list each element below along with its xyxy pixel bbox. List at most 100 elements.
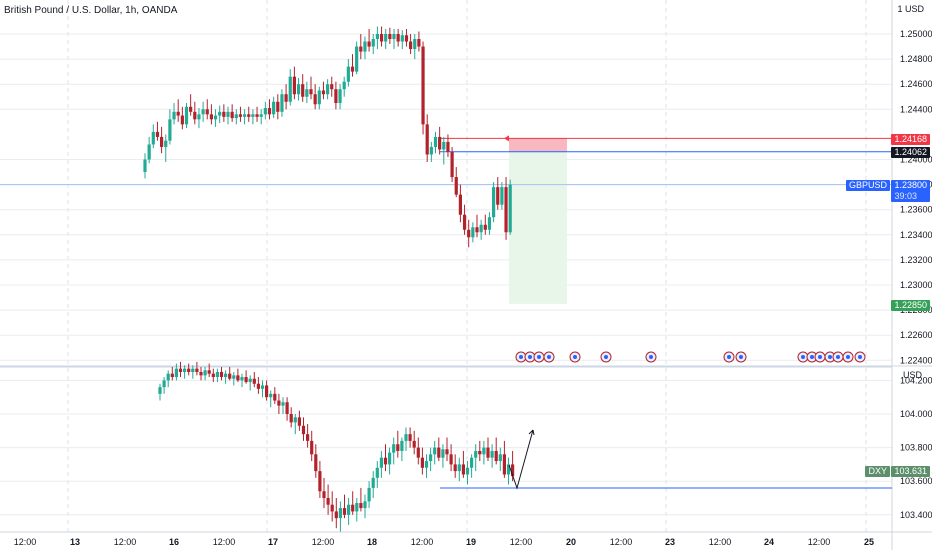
dxy-candle-34 [297,417,301,426]
gbp-candle-8 [176,111,180,116]
dxy-candle-54 [379,457,383,468]
dxy-candle-53 [375,467,379,478]
currency-tag[interactable]: 1 USD [897,4,924,14]
dxy-candle-0 [158,387,162,394]
gbp-candle-76 [458,194,462,215]
dxy-y-tick-3: 103.600 [900,476,932,486]
gbp-candle-52 [359,46,363,52]
gbp-candle-42 [317,90,321,105]
x-tick-17: 25 [864,537,874,547]
gbp-candle-88 [508,184,512,233]
gbp-candle-85 [496,187,500,205]
dxy-candle-85 [506,464,511,475]
dxy-candle-49 [359,503,363,509]
gbp-candle-49 [346,66,350,82]
gbp-candle-30 [267,108,272,115]
dxy-candle-23 [252,378,256,384]
economic-event-dot-4 [573,355,577,359]
gbp-candle-10 [184,106,189,125]
gbp-y-tick-2: 1.24600 [900,79,932,89]
dxy-candle-38 [314,454,318,472]
current-price-tag: 1.23800 39:03 [891,180,930,202]
x-tick-2: 12:00 [114,537,137,547]
dxy-candle-83 [498,454,502,462]
gbp-candle-72 [442,141,446,150]
gbp-candle-35 [288,76,292,102]
gbp-candle-20 [226,111,230,117]
dxy-candle-70 [445,449,449,455]
gbp-candle-54 [367,41,371,47]
dxy-candle-22 [248,378,252,383]
gbp-candle-16 [209,114,213,120]
gbp-candle-23 [238,114,243,117]
dxy-candle-66 [429,454,433,462]
gbp-candle-1 [147,144,151,160]
gbp-candle-73 [446,141,450,152]
x-tick-12: 12:00 [610,537,633,547]
dxy-candle-39 [318,471,322,492]
dxy-candle-77 [474,450,478,458]
gbp-candle-70 [433,136,438,147]
gbp-candle-66 [417,39,421,47]
dxy-candle-57 [392,444,396,453]
dxy-candle-8 [191,368,195,372]
gbp-y-tick-3: 1.24400 [900,104,932,114]
x-tick-5: 17 [268,537,278,547]
gbp-candle-86 [500,187,504,205]
dxy-candle-16 [224,373,228,378]
dxy-candle-36 [306,434,310,441]
gbp-candle-21 [230,111,234,119]
gbp-candle-0 [143,159,147,173]
projection-arrowhead [528,429,535,436]
economic-event-dot-13 [836,355,840,359]
gbp-candle-51 [355,46,359,72]
gbp-y-tick-8: 1.23200 [900,255,932,265]
gbp-candle-36 [292,76,296,95]
gbp-candle-37 [296,84,301,95]
gbp-candle-7 [172,111,176,120]
dxy-candle-76 [470,457,474,468]
economic-event-dot-15 [858,355,862,359]
x-tick-6: 12:00 [312,537,335,547]
dxy-candle-41 [326,498,330,505]
x-tick-3: 16 [169,537,179,547]
dxy-candle-75 [465,467,470,475]
dxy-candle-42 [330,504,334,512]
economic-event-dot-7 [727,355,731,359]
gbp-candle-27 [255,114,259,117]
dxy-candle-4 [174,368,178,378]
gbp-candle-78 [467,229,471,238]
dxy-candle-65 [424,461,429,468]
dxy-candle-10 [199,372,203,376]
dxy-candle-56 [388,452,392,465]
gbp-candle-84 [492,187,496,218]
gbp-candle-32 [276,101,280,112]
dxy-candle-72 [453,464,457,472]
x-tick-7: 18 [367,537,377,547]
dxy-price-tag: 103.631 [891,466,930,477]
economic-event-dot-9 [801,355,805,359]
dxy-candle-40 [322,491,326,498]
dxy-candle-15 [219,372,224,378]
gbp-candle-14 [201,109,205,115]
gbp-candle-68 [425,124,429,155]
x-tick-9: 19 [466,537,476,547]
dxy-candle-69 [441,449,445,458]
economic-event-dot-5 [604,355,608,359]
gbp-candle-83 [487,217,492,230]
x-tick-1: 13 [70,537,80,547]
dxy-candle-59 [400,440,404,451]
dxy-candle-82 [494,450,498,462]
dxy-candle-2 [166,373,170,381]
gbp-candle-29 [263,108,267,115]
dxy-candle-62 [412,440,416,448]
dxy-candle-78 [478,450,482,455]
x-tick-14: 12:00 [709,537,732,547]
dxy-candle-24 [256,383,260,389]
target-price-tag: 1.22850 [891,300,930,311]
gbp-y-tick-1: 1.24800 [900,54,932,64]
dxy-candle-26 [265,385,269,398]
gbp-candle-55 [371,39,375,47]
